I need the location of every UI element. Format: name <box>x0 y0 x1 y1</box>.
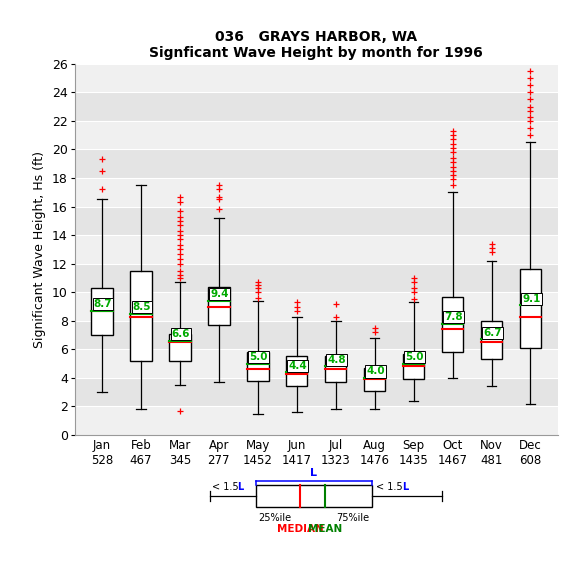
Bar <box>75 64 558 92</box>
Bar <box>75 292 558 321</box>
Bar <box>403 354 424 379</box>
Bar <box>75 150 558 178</box>
Bar <box>75 121 558 150</box>
Text: MEDIAN: MEDIAN <box>277 524 323 534</box>
Text: 5.0: 5.0 <box>405 352 424 362</box>
Bar <box>247 352 269 380</box>
Bar <box>75 407 558 435</box>
Title: 036   GRAYS HARBOR, WA
Signficant Wave Height by month for 1996: 036 GRAYS HARBOR, WA Signficant Wave Hei… <box>150 30 483 60</box>
Text: L: L <box>402 482 408 492</box>
Bar <box>325 357 347 382</box>
Text: L: L <box>237 482 244 492</box>
Bar <box>75 264 558 292</box>
Text: < 1.5: < 1.5 <box>212 482 242 492</box>
Bar <box>256 485 372 508</box>
Text: 7.8: 7.8 <box>444 312 463 322</box>
Bar <box>131 271 152 361</box>
Bar <box>442 296 463 352</box>
Text: 25%ile: 25%ile <box>258 513 292 523</box>
Bar <box>520 269 541 348</box>
Bar <box>75 206 558 235</box>
Bar <box>364 368 385 391</box>
Y-axis label: Significant Wave Height, Hs (ft): Significant Wave Height, Hs (ft) <box>33 151 47 348</box>
Text: 4.4: 4.4 <box>289 361 307 371</box>
Bar <box>286 357 308 386</box>
Bar <box>75 378 558 407</box>
Text: 8.5: 8.5 <box>133 302 151 312</box>
Bar <box>75 92 558 121</box>
Text: 9.4: 9.4 <box>210 289 229 299</box>
Text: 9.1: 9.1 <box>522 293 540 304</box>
Bar <box>75 349 558 378</box>
Text: 6.7: 6.7 <box>483 328 502 338</box>
Text: 6.6: 6.6 <box>171 329 190 339</box>
Text: L: L <box>310 467 317 478</box>
Bar <box>75 235 558 264</box>
Bar <box>75 321 558 349</box>
Bar <box>169 334 191 361</box>
Text: < 1.5: < 1.5 <box>375 482 405 492</box>
Bar <box>91 288 113 335</box>
Bar <box>208 287 229 325</box>
Text: 5.0: 5.0 <box>250 352 268 362</box>
Bar <box>75 178 558 206</box>
Bar <box>481 321 502 360</box>
Text: 8.7: 8.7 <box>94 299 112 309</box>
Text: MEAN: MEAN <box>308 524 343 534</box>
Text: 4.8: 4.8 <box>327 355 346 365</box>
Text: 75%ile: 75%ile <box>336 513 369 523</box>
Text: 4.0: 4.0 <box>366 367 385 376</box>
